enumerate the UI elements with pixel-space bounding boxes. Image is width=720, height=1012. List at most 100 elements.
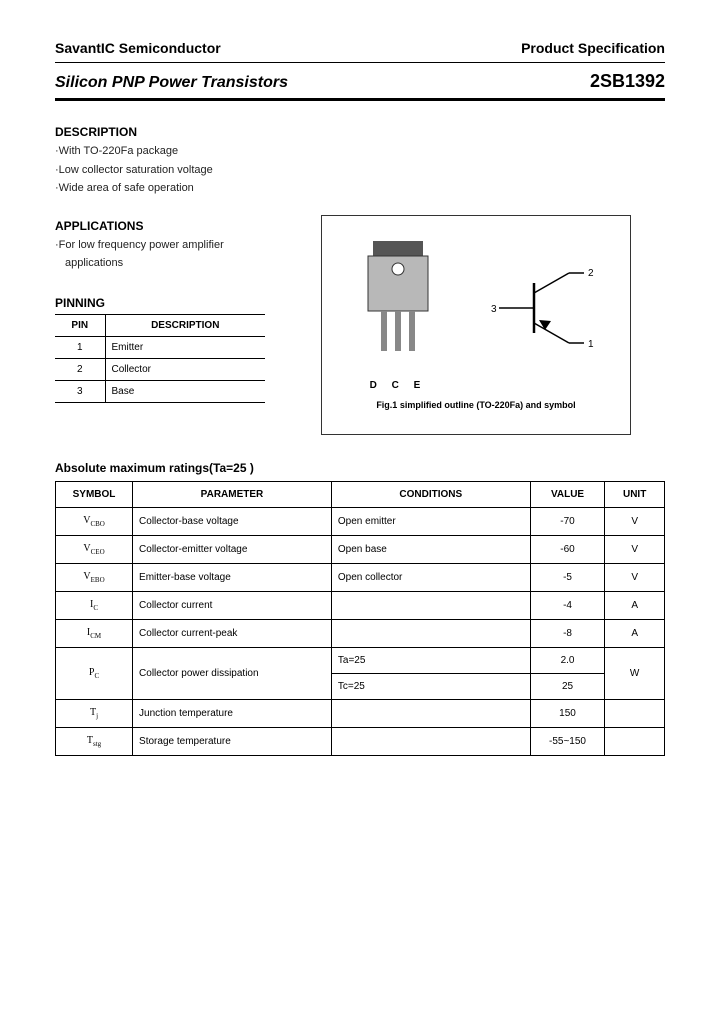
pin-number: 2	[55, 358, 105, 380]
ratings-col-header: PARAMETER	[133, 481, 332, 507]
param-cell: Emitter-base voltage	[133, 563, 332, 591]
cond-cell: Open collector	[331, 563, 530, 591]
pin-desc: Emitter	[105, 336, 265, 358]
table-row: 1 Emitter	[55, 336, 265, 358]
left-column: APPLICATIONS ·For low frequency power am…	[55, 209, 305, 403]
transistor-symbol-icon: 3 2 1	[489, 248, 599, 368]
ratings-col-header: SYMBOL	[56, 481, 133, 507]
package-icon	[353, 231, 443, 371]
table-row: VEBO Emitter-base voltage Open collector…	[56, 563, 665, 591]
description-heading: DESCRIPTION	[55, 125, 665, 139]
symbol-terminal-2: 2	[588, 268, 594, 279]
pin-col-header: DESCRIPTION	[105, 314, 265, 336]
sym-sub: C	[93, 604, 98, 612]
table-row: Tj Junction temperature 150	[56, 699, 665, 727]
table-row: IC Collector current -4 A	[56, 591, 665, 619]
pinning-table: PIN DESCRIPTION 1 Emitter 2 Collector 3 …	[55, 314, 265, 403]
unit-cell	[605, 727, 665, 755]
sym-sub: C	[94, 672, 99, 680]
table-row: Tstg Storage temperature -55~150	[56, 727, 665, 755]
sym-base: V	[83, 571, 90, 582]
unit-cell	[605, 699, 665, 727]
param-cell: Collector current-peak	[133, 619, 332, 647]
pinning-heading: PINNING	[55, 296, 305, 310]
pin-number: 3	[55, 380, 105, 402]
part-number: 2SB1392	[590, 71, 665, 92]
cond-cell: Open base	[331, 535, 530, 563]
pin-desc: Base	[105, 380, 265, 402]
value-cell: 150	[530, 699, 605, 727]
figure-box: D C E 3 2	[321, 215, 631, 435]
package-pin-labels: D C E	[353, 380, 443, 391]
sym-sub: CM	[90, 632, 101, 640]
symbol-terminal-3: 3	[491, 304, 497, 315]
applications-item: ·For low frequency power amplifier	[55, 237, 305, 254]
value-cell: -70	[530, 507, 605, 535]
unit-cell: V	[605, 563, 665, 591]
table-row: PC Collector power dissipation Ta=25 2.0…	[56, 647, 665, 673]
title-row: Silicon PNP Power Transistors 2SB1392	[55, 71, 665, 92]
value-cell: -60	[530, 535, 605, 563]
ratings-heading: Absolute maximum ratings(Ta=25 )	[55, 461, 665, 475]
product-family: Silicon PNP Power Transistors	[55, 74, 288, 92]
applications-heading: APPLICATIONS	[55, 219, 305, 233]
cond-cell	[331, 619, 530, 647]
description-item: ·Wide area of safe operation	[55, 180, 665, 197]
unit-cell: W	[605, 647, 665, 699]
param-cell: Storage temperature	[133, 727, 332, 755]
sym-sub: CEO	[91, 548, 105, 556]
right-column: D C E 3 2	[321, 209, 665, 435]
cond-cell	[331, 591, 530, 619]
unit-cell: A	[605, 591, 665, 619]
cond-cell	[331, 699, 530, 727]
pin-desc: Collector	[105, 358, 265, 380]
value-cell: -8	[530, 619, 605, 647]
divider-thick	[55, 98, 665, 101]
sym-sub: EBO	[91, 576, 105, 584]
table-row: VCBO Collector-base voltage Open emitter…	[56, 507, 665, 535]
table-row: VCEO Collector-emitter voltage Open base…	[56, 535, 665, 563]
two-column-region: APPLICATIONS ·For low frequency power am…	[55, 209, 665, 435]
sym-base: V	[83, 543, 90, 554]
param-cell: Collector power dissipation	[133, 647, 332, 699]
cond-cell: Tc=25	[331, 673, 530, 699]
doc-type: Product Specification	[521, 40, 665, 56]
value-cell: -4	[530, 591, 605, 619]
param-cell: Collector current	[133, 591, 332, 619]
transistor-symbol: 3 2 1	[489, 248, 599, 373]
table-row: 2 Collector	[55, 358, 265, 380]
sym-sub: stg	[93, 740, 101, 748]
ratings-col-header: UNIT	[605, 481, 665, 507]
datasheet-page: SavantIC Semiconductor Product Specifica…	[0, 0, 720, 1012]
sym-sub: j	[96, 712, 98, 720]
ratings-col-header: VALUE	[530, 481, 605, 507]
symbol-terminal-1: 1	[588, 339, 594, 350]
header-row: SavantIC Semiconductor Product Specifica…	[55, 40, 665, 56]
applications-item: applications	[55, 255, 305, 272]
sym-sub: CBO	[90, 520, 104, 528]
param-cell: Junction temperature	[133, 699, 332, 727]
unit-cell: V	[605, 507, 665, 535]
divider-thin	[55, 62, 665, 63]
table-row: 3 Base	[55, 380, 265, 402]
value-cell: 25	[530, 673, 605, 699]
company-name: SavantIC Semiconductor	[55, 40, 221, 56]
figure-caption: Fig.1 simplified outline (TO-220Fa) and …	[330, 400, 622, 410]
description-item: ·Low collector saturation voltage	[55, 162, 665, 179]
unit-cell: V	[605, 535, 665, 563]
param-cell: Collector-base voltage	[133, 507, 332, 535]
pin-col-header: PIN	[55, 314, 105, 336]
table-row: SYMBOL PARAMETER CONDITIONS VALUE UNIT	[56, 481, 665, 507]
table-row: PIN DESCRIPTION	[55, 314, 265, 336]
figure-content: D C E 3 2	[330, 226, 622, 396]
table-row: ICM Collector current-peak -8 A	[56, 619, 665, 647]
value-cell: 2.0	[530, 647, 605, 673]
cond-cell	[331, 727, 530, 755]
param-cell: Collector-emitter voltage	[133, 535, 332, 563]
value-cell: -55~150	[530, 727, 605, 755]
ratings-table: SYMBOL PARAMETER CONDITIONS VALUE UNIT V…	[55, 481, 665, 756]
cond-cell: Ta=25	[331, 647, 530, 673]
ratings-col-header: CONDITIONS	[331, 481, 530, 507]
description-item: ·With TO-220Fa package	[55, 143, 665, 160]
pin-number: 1	[55, 336, 105, 358]
